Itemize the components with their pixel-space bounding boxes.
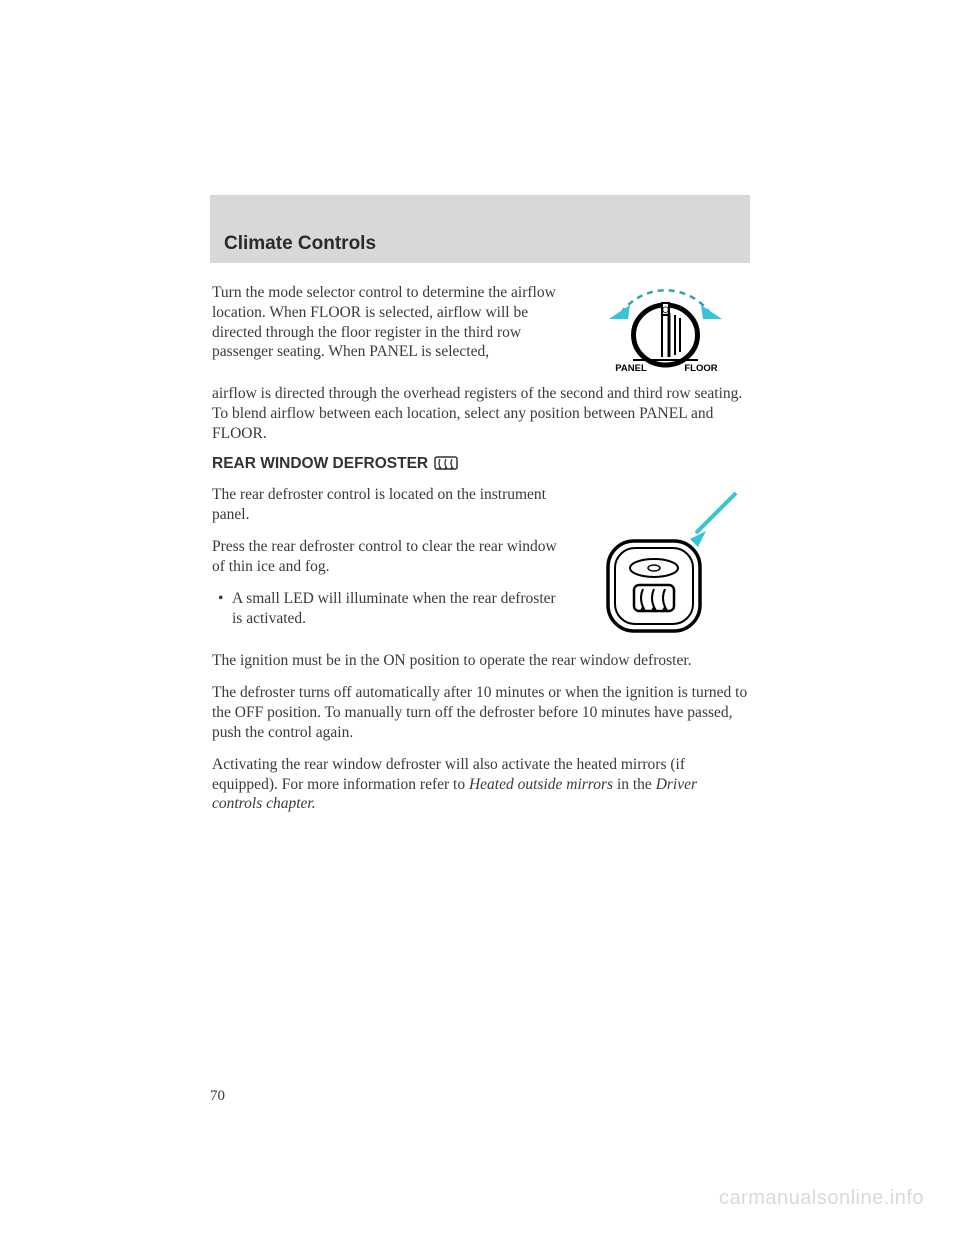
body-content: Turn the mode selector control to determ… xyxy=(210,283,750,814)
defroster-p5: Activating the rear window defroster wil… xyxy=(212,755,748,814)
page-number: 70 xyxy=(210,1088,225,1105)
mode-selector-para-left: Turn the mode selector control to determ… xyxy=(212,283,567,362)
rear-defroster-heading: REAR WINDOW DEFROSTER xyxy=(212,455,748,473)
defroster-p1: The rear defroster control is located on… xyxy=(212,485,562,525)
defroster-p3: The ignition must be in the ON position … xyxy=(212,651,748,671)
mode-selector-text: Turn the mode selector control to determ… xyxy=(212,283,567,378)
defroster-p4: The defroster turns off automatically af… xyxy=(212,683,748,742)
mode-selector-dial-figure: O PANEL FLOOR xyxy=(583,283,748,378)
defroster-p2: Press the rear defroster control to clea… xyxy=(212,537,562,577)
rear-defroster-row: The rear defroster control is located on… xyxy=(212,485,748,641)
page-title: Climate Controls xyxy=(224,233,376,255)
defrost-icon xyxy=(434,456,458,472)
p5-part-b: in the xyxy=(613,776,656,793)
watermark-text: carmanualsonline.info xyxy=(719,1187,924,1210)
p5-em1: Heated outside mirrors xyxy=(469,776,613,793)
page-content: Climate Controls Turn the mode selector … xyxy=(210,195,750,826)
defroster-bullets: A small LED will illuminate when the rea… xyxy=(212,589,562,629)
mode-selector-row: Turn the mode selector control to determ… xyxy=(212,283,748,378)
dial-panel-label: PANEL xyxy=(615,363,647,374)
mode-selector-dial-icon: O PANEL FLOOR xyxy=(583,283,748,378)
rear-defroster-text: The rear defroster control is located on… xyxy=(212,485,562,641)
rear-defroster-button-figure xyxy=(578,485,748,641)
defroster-bullet-1: A small LED will illuminate when the rea… xyxy=(212,589,562,629)
section-header-band: Climate Controls xyxy=(210,195,750,263)
mode-selector-para-full: airflow is directed through the overhead… xyxy=(212,384,748,443)
defroster-button-icon xyxy=(588,491,738,641)
dial-floor-label: FLOOR xyxy=(684,363,717,374)
rear-defroster-heading-text: REAR WINDOW DEFROSTER xyxy=(212,455,428,473)
